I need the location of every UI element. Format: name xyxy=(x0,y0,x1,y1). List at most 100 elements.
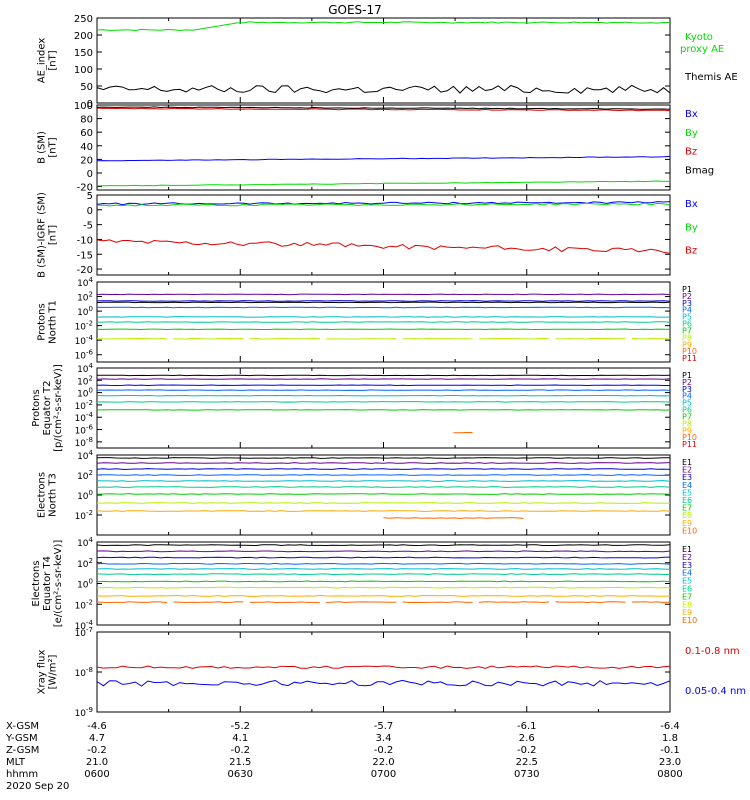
y-tick-label: 80 xyxy=(80,115,93,126)
series-0-1-0-8-nm xyxy=(96,665,671,669)
y-tick-label: 104 xyxy=(77,362,93,375)
legend-entry: P8 xyxy=(682,419,692,428)
legend-entry: proxy AE xyxy=(680,44,724,55)
legend-entry: P5 xyxy=(682,313,692,322)
footer-row-label: X-GSM xyxy=(6,721,39,732)
series-e5 xyxy=(96,568,671,570)
legend-entry: P11 xyxy=(682,440,697,449)
legend-entry: E9 xyxy=(682,608,692,617)
legend-entry: P3 xyxy=(682,385,692,394)
panel-frame xyxy=(96,367,671,449)
footer-value: -5.2 xyxy=(230,721,250,732)
legend-entry: P2 xyxy=(682,378,692,387)
y-tick-label: 0 xyxy=(87,206,93,217)
series-e2 xyxy=(96,462,671,464)
series-e10 xyxy=(96,601,671,604)
legend-entry: P9 xyxy=(682,340,692,349)
y-tick-label: 100 xyxy=(74,101,93,112)
y-axis-label: Xray flux xyxy=(37,650,48,695)
legend-entry: Bz xyxy=(685,246,697,257)
panel-xray: Xray flux [W/m²] 10-7 10-8 10-9 0.1-0.8 nm 0.0… xyxy=(37,626,747,719)
legend-entry: Bx xyxy=(685,109,698,120)
footer-value: -6.4 xyxy=(660,721,680,732)
y-tick-label: -10 xyxy=(77,235,93,246)
y-tick-label: 200 xyxy=(74,31,93,42)
footer-value: 22.0 xyxy=(372,757,394,768)
footer-ephemeris: X-GSMY-GSMZ-GSMMLThhmm-4.64.7-0.221.0060… xyxy=(5,721,683,792)
series-e4 xyxy=(96,562,671,565)
y-axis-label: [nT] xyxy=(48,50,59,70)
series-by xyxy=(96,202,671,207)
series-p3 xyxy=(96,300,671,302)
y-tick-label: 10-4 xyxy=(75,619,94,632)
y-tick-label: 20 xyxy=(80,155,93,166)
series-e8 xyxy=(96,586,671,589)
footer-value: 4.1 xyxy=(232,733,248,744)
y-axis-label: B (SM)-IGRF (SM) xyxy=(37,192,48,278)
y-tick-label: 10-4 xyxy=(75,411,94,424)
legend-entry: Kyoto xyxy=(685,32,713,43)
footer-date: 2020 Sep 20 xyxy=(6,781,69,792)
footer-value: -0.1 xyxy=(660,745,680,756)
series-by xyxy=(96,180,670,187)
series-p6 xyxy=(96,401,671,403)
series-bz xyxy=(96,239,671,254)
y-tick-label: -5 xyxy=(83,221,93,232)
legend-entry: By xyxy=(685,222,698,233)
panel-frame xyxy=(96,541,671,626)
y-tick-label: 102 xyxy=(77,469,93,482)
legend-entry: E6 xyxy=(682,496,692,505)
legend-entry: 0.05-0.4 nm xyxy=(685,686,746,697)
legend-entry: P5 xyxy=(682,399,692,408)
y-axis-label: B (SM) xyxy=(37,131,48,164)
legend-entry: P4 xyxy=(682,392,692,401)
legend-entry: E2 xyxy=(682,553,692,562)
legend-entry: P1 xyxy=(682,371,692,380)
footer-row-label: hhmm xyxy=(6,769,38,780)
panel-ee: Electrons Equator T4 [e/(cm²-s-sr-keV)] 104… xyxy=(31,536,697,632)
series-e10 xyxy=(383,517,524,519)
legend-entry: By xyxy=(685,128,698,139)
y-axis-label: Equator T2 xyxy=(42,381,53,436)
y-tick-label: -15 xyxy=(77,250,93,261)
footer-value: 0600 xyxy=(84,769,109,780)
footer-row-label: Y-GSM xyxy=(5,733,38,744)
legend-entry: P7 xyxy=(682,412,692,421)
legend-entry: Bmag xyxy=(685,165,714,176)
series-e7 xyxy=(96,493,671,495)
footer-value: -0.2 xyxy=(374,745,394,756)
series-e8 xyxy=(96,502,670,504)
y-axis-label: AE_index xyxy=(37,38,48,84)
series-p3 xyxy=(96,384,670,387)
footer-value: -0.2 xyxy=(87,745,107,756)
footer-row-label: MLT xyxy=(6,757,26,768)
panel-frame xyxy=(96,631,671,713)
y-axis-label: Protons xyxy=(37,303,48,340)
legend-entry: P10 xyxy=(682,347,697,356)
legend-entry: P2 xyxy=(682,292,692,301)
legend-entry: E8 xyxy=(682,511,692,520)
series-themis-ae xyxy=(96,84,671,94)
y-axis-label: [nT] xyxy=(48,225,59,245)
legend-entry: P10 xyxy=(682,433,697,442)
series-bz xyxy=(96,107,671,112)
legend-entry: P8 xyxy=(682,333,692,342)
footer-value: -5.7 xyxy=(374,721,394,732)
legend-entry: P9 xyxy=(682,426,692,435)
y-tick-label: 102 xyxy=(77,557,93,570)
y-tick-label: 102 xyxy=(77,374,93,387)
legend-entry: P6 xyxy=(682,406,692,415)
y-axis-label: [nT] xyxy=(48,137,59,157)
legend-entry: E7 xyxy=(682,504,692,513)
y-tick-label: 10-2 xyxy=(75,320,93,333)
y-tick-label: 10-8 xyxy=(75,436,93,449)
footer-value: -0.2 xyxy=(517,745,537,756)
footer-value: 0630 xyxy=(228,769,253,780)
legend-entry: E3 xyxy=(682,473,692,482)
series-e3 xyxy=(96,468,671,470)
y-tick-label: 104 xyxy=(77,276,93,289)
y-tick-label: 102 xyxy=(77,291,93,304)
legend-entry: P1 xyxy=(682,285,692,294)
